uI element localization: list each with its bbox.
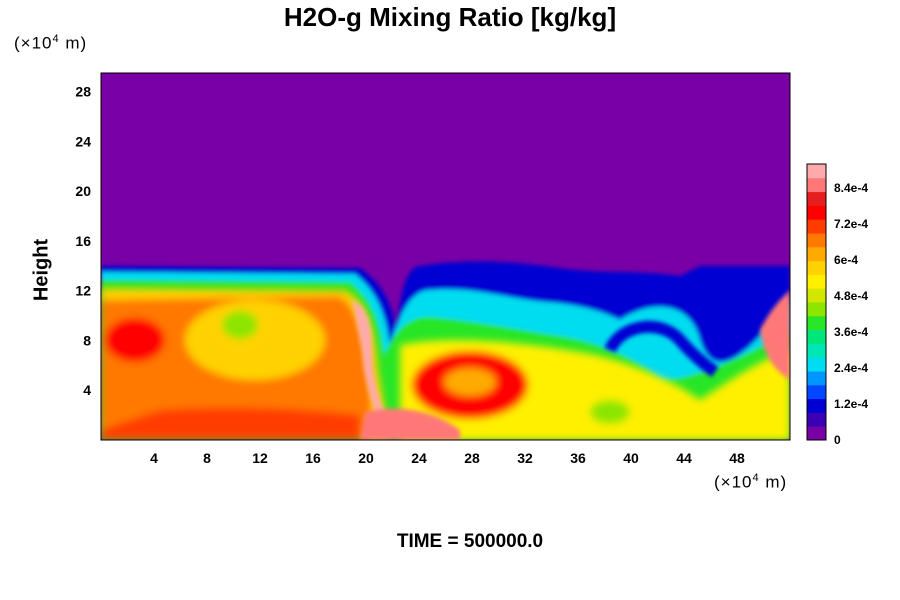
y-tick-label: 16 <box>75 233 91 249</box>
colorbar-segment <box>807 260 826 275</box>
time-annotation: TIME = 500000.0 <box>396 531 544 552</box>
field-pink-surface <box>360 408 460 440</box>
x-tick-label: 28 <box>464 450 480 466</box>
x-tick-label: 8 <box>203 450 211 466</box>
y-tick-label: 8 <box>83 332 91 348</box>
field-pink-plume <box>352 300 395 432</box>
y-tick-label: 12 <box>75 283 91 299</box>
colorbar: 0 1.2e-4 2.4e-4 3.6e-4 4.8e-4 6e-4 7.2e-4 8.4e-… <box>806 163 868 447</box>
x-unit-prefix: (×10 <box>714 472 753 492</box>
plot-frame <box>100 72 791 441</box>
x-tick-label: 12 <box>252 450 268 466</box>
x-tick-label: 36 <box>570 450 586 466</box>
y-axis-unit: (×104 m) <box>14 33 87 54</box>
colorbar-segment <box>807 329 826 344</box>
y-unit-suffix: m) <box>59 33 88 53</box>
colorbar-segment <box>807 357 826 372</box>
colorbar-segment <box>807 191 826 206</box>
chart-title: H2O-g Mixing Ratio [kg/kg] <box>283 2 617 32</box>
x-unit-exponent: 4 <box>752 472 760 484</box>
x-tick-label: 48 <box>729 450 745 466</box>
colorbar-segment <box>807 384 826 400</box>
colorbar-tick-label: 3.6e-4 <box>834 325 868 339</box>
x-tick-label: 16 <box>305 450 321 466</box>
y-unit-exponent: 4 <box>52 33 60 45</box>
field-red-pocket-left <box>105 318 165 362</box>
x-tick-label: 40 <box>623 450 639 466</box>
y-tick-label: 24 <box>75 133 91 149</box>
mixing-ratio-field <box>101 73 790 440</box>
x-tick-label: 44 <box>676 450 692 466</box>
colorbar-frame <box>806 163 827 441</box>
colorbar-segment <box>807 205 826 220</box>
colorbar-segment <box>807 343 826 358</box>
x-tick-label: 32 <box>517 450 533 466</box>
x-tick-label: 24 <box>411 450 427 466</box>
y-tick-label: 4 <box>83 382 91 398</box>
colorbar-segment <box>807 177 826 193</box>
colorbar-segment <box>807 412 826 427</box>
colorbar-tick-label: 0 <box>834 433 841 447</box>
colorbar-segment <box>807 288 826 303</box>
colorbar-segment <box>807 246 826 262</box>
colorbar-segment <box>807 371 826 386</box>
field-green-pocket <box>222 311 258 339</box>
colorbar-segment <box>807 302 826 317</box>
field-pink-right-edge <box>760 290 790 380</box>
x-axis-ticks: 4 8 12 16 20 24 28 32 36 40 44 48 <box>150 450 745 466</box>
y-tick-label: 28 <box>75 84 91 100</box>
colorbar-segment <box>807 315 826 331</box>
field-yellow-pocket <box>185 300 325 380</box>
colorbar-tick-label: 8.4e-4 <box>834 181 868 195</box>
x-axis-unit: (×104 m) <box>714 472 787 493</box>
x-tick-label: 4 <box>150 450 158 466</box>
colorbar-segment <box>807 219 826 234</box>
y-unit-prefix: (×10 <box>14 33 53 53</box>
colorbar-tick-label: 4.8e-4 <box>834 289 868 303</box>
colorbar-segment <box>807 426 826 441</box>
field-blue-swirl-far-right <box>677 281 749 305</box>
field-red-boundary-layer <box>101 407 360 440</box>
colorbar-segment <box>807 164 826 179</box>
colorbar-segment <box>807 233 826 248</box>
field-orange-vortex-core <box>444 368 496 396</box>
colorbar-segment <box>807 274 826 289</box>
y-axis-ticks: 4 8 12 16 20 24 28 <box>75 84 91 399</box>
colorbar-tick-label: 2.4e-4 <box>834 361 868 375</box>
colorbar-segment <box>807 398 826 413</box>
colorbar-tick-label: 7.2e-4 <box>834 217 868 231</box>
colorbar-tick-label: 1.2e-4 <box>834 397 868 411</box>
field-blue-swirl-right <box>604 320 719 377</box>
x-tick-label: 20 <box>358 450 374 466</box>
x-unit-suffix: m) <box>759 472 788 492</box>
y-tick-label: 20 <box>75 183 91 199</box>
colorbar-tick-label: 6e-4 <box>834 253 858 267</box>
field-green-blob <box>590 400 630 424</box>
